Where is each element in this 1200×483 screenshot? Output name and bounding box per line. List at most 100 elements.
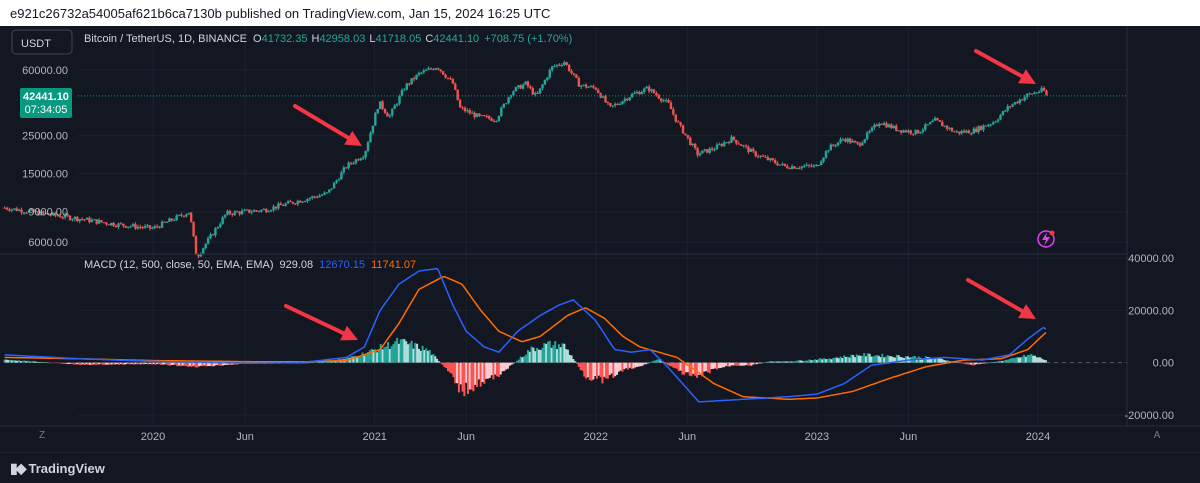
- macd-histogram-bar: [979, 362, 982, 364]
- macd-histogram-bar: [545, 343, 548, 363]
- macd-histogram-bar: [505, 362, 508, 370]
- macd-histogram-bar: [136, 362, 139, 365]
- symbol-title: Bitcoin / TetherUS, 1D, BINANCE O41732.35…: [84, 33, 572, 45]
- candle-body: [550, 66, 554, 70]
- candle-body: [563, 62, 566, 65]
- candle-body: [657, 95, 661, 99]
- macd-histogram-bar: [516, 360, 519, 363]
- macd-histogram-bar: [730, 362, 733, 366]
- macd-histogram-bar: [621, 362, 624, 372]
- candle-body: [541, 84, 544, 89]
- candle-body: [836, 142, 840, 146]
- zoom-z-button[interactable]: Z: [39, 430, 45, 441]
- candle-body: [85, 217, 89, 220]
- macd-histogram-bar: [723, 362, 726, 368]
- macd-histogram-bar: [316, 361, 319, 363]
- macd-histogram-bar: [352, 356, 355, 363]
- macd-histogram-bar: [830, 359, 833, 363]
- macd-histogram-bar: [626, 362, 629, 370]
- macd-histogram-bar: [141, 362, 144, 365]
- macd-histogram-bar: [408, 343, 411, 363]
- candle-body: [1008, 106, 1012, 108]
- candle-body: [713, 149, 716, 151]
- macd-histogram-bar: [39, 362, 42, 363]
- macd-histogram-bar: [768, 361, 771, 363]
- macd-histogram-bar: [605, 362, 608, 379]
- macd-histogram-bar: [879, 357, 882, 363]
- candle-body: [105, 222, 108, 225]
- time-tick-label: Jun: [899, 431, 917, 443]
- macd-histogram-bar: [855, 354, 858, 363]
- macd-histogram-bar: [179, 362, 182, 367]
- candle-body: [536, 92, 539, 94]
- macd-histogram-bar: [1030, 353, 1033, 363]
- macd-tick-label: 0.00: [1153, 358, 1174, 370]
- candle-body: [965, 130, 968, 133]
- candle-body: [538, 88, 542, 94]
- lightning-icon[interactable]: [1037, 230, 1055, 248]
- candle-body: [233, 211, 236, 215]
- macd-histogram-bar: [145, 362, 148, 364]
- macd-histogram-bar: [492, 362, 495, 380]
- candle-body: [841, 139, 845, 141]
- chart-canvas[interactable]: 6000.00 9000.00 15000.00 25000.00 60000.00 -…: [0, 26, 1200, 452]
- macd-histogram-bar: [383, 347, 386, 363]
- macd-histogram-bar: [130, 362, 133, 365]
- candle-body: [151, 228, 154, 230]
- macd-histogram-bar: [388, 348, 391, 363]
- macd-histogram-bar: [392, 344, 395, 363]
- candle-body: [972, 128, 975, 134]
- candle-body: [897, 130, 900, 132]
- macd-histogram-bar: [570, 355, 573, 363]
- candle-body: [187, 212, 190, 215]
- candle-body: [248, 209, 251, 213]
- macd-histogram-bar: [356, 357, 359, 363]
- macd-histogram-bar: [526, 350, 529, 363]
- candle-body: [914, 129, 917, 135]
- chart-frame[interactable]: 6000.00 9000.00 15000.00 25000.00 60000.00 -…: [0, 26, 1200, 452]
- macd-histogram-bar: [29, 361, 32, 363]
- macd-histogram-bar: [755, 362, 758, 365]
- macd-histogram-bar: [817, 358, 820, 363]
- candle-body: [916, 129, 920, 134]
- macd-histogram-bar: [559, 347, 562, 363]
- candle-body: [938, 120, 942, 122]
- macd-histogram-bar: [496, 362, 499, 377]
- macd-histogram-bar: [548, 340, 551, 363]
- candle-body: [865, 132, 869, 140]
- candle-body: [313, 196, 316, 198]
- candle-body: [846, 138, 849, 142]
- macd-histogram-bar: [490, 362, 493, 376]
- macd-histogram-bar: [221, 362, 224, 366]
- currency-button-label[interactable]: USDT: [21, 38, 51, 50]
- macd-histogram-bar: [390, 346, 393, 363]
- candle-body: [807, 164, 811, 166]
- candle-body: [73, 216, 77, 220]
- macd-histogram-bar: [138, 362, 141, 365]
- candle-body: [599, 92, 602, 98]
- candle-body: [223, 214, 227, 218]
- candle-body: [526, 81, 530, 87]
- candle-body: [39, 211, 43, 216]
- macd-histogram-bar: [972, 362, 975, 366]
- macd-histogram-bar: [228, 362, 231, 365]
- candle-body: [202, 248, 205, 254]
- macd-histogram-bar: [1017, 357, 1020, 363]
- auto-scale-button[interactable]: A: [1154, 430, 1161, 441]
- macd-histogram-bar: [883, 357, 886, 363]
- tradingview-logo[interactable]: ▮◆ TradingView: [10, 460, 105, 477]
- candle-body: [32, 209, 35, 212]
- candle-body: [635, 92, 639, 94]
- macd-histogram-bar: [536, 347, 539, 363]
- candle-body: [839, 139, 842, 143]
- candle-body: [691, 143, 694, 146]
- candle-body: [126, 226, 130, 228]
- candle-body: [778, 164, 782, 166]
- candle-body: [623, 98, 627, 102]
- candle-body: [742, 145, 745, 147]
- candle-body: [1033, 92, 1036, 94]
- candle-body: [381, 101, 384, 109]
- candle-body: [953, 131, 956, 133]
- currency-button[interactable]: [11, 29, 73, 55]
- macd-histogram-bar: [354, 355, 357, 363]
